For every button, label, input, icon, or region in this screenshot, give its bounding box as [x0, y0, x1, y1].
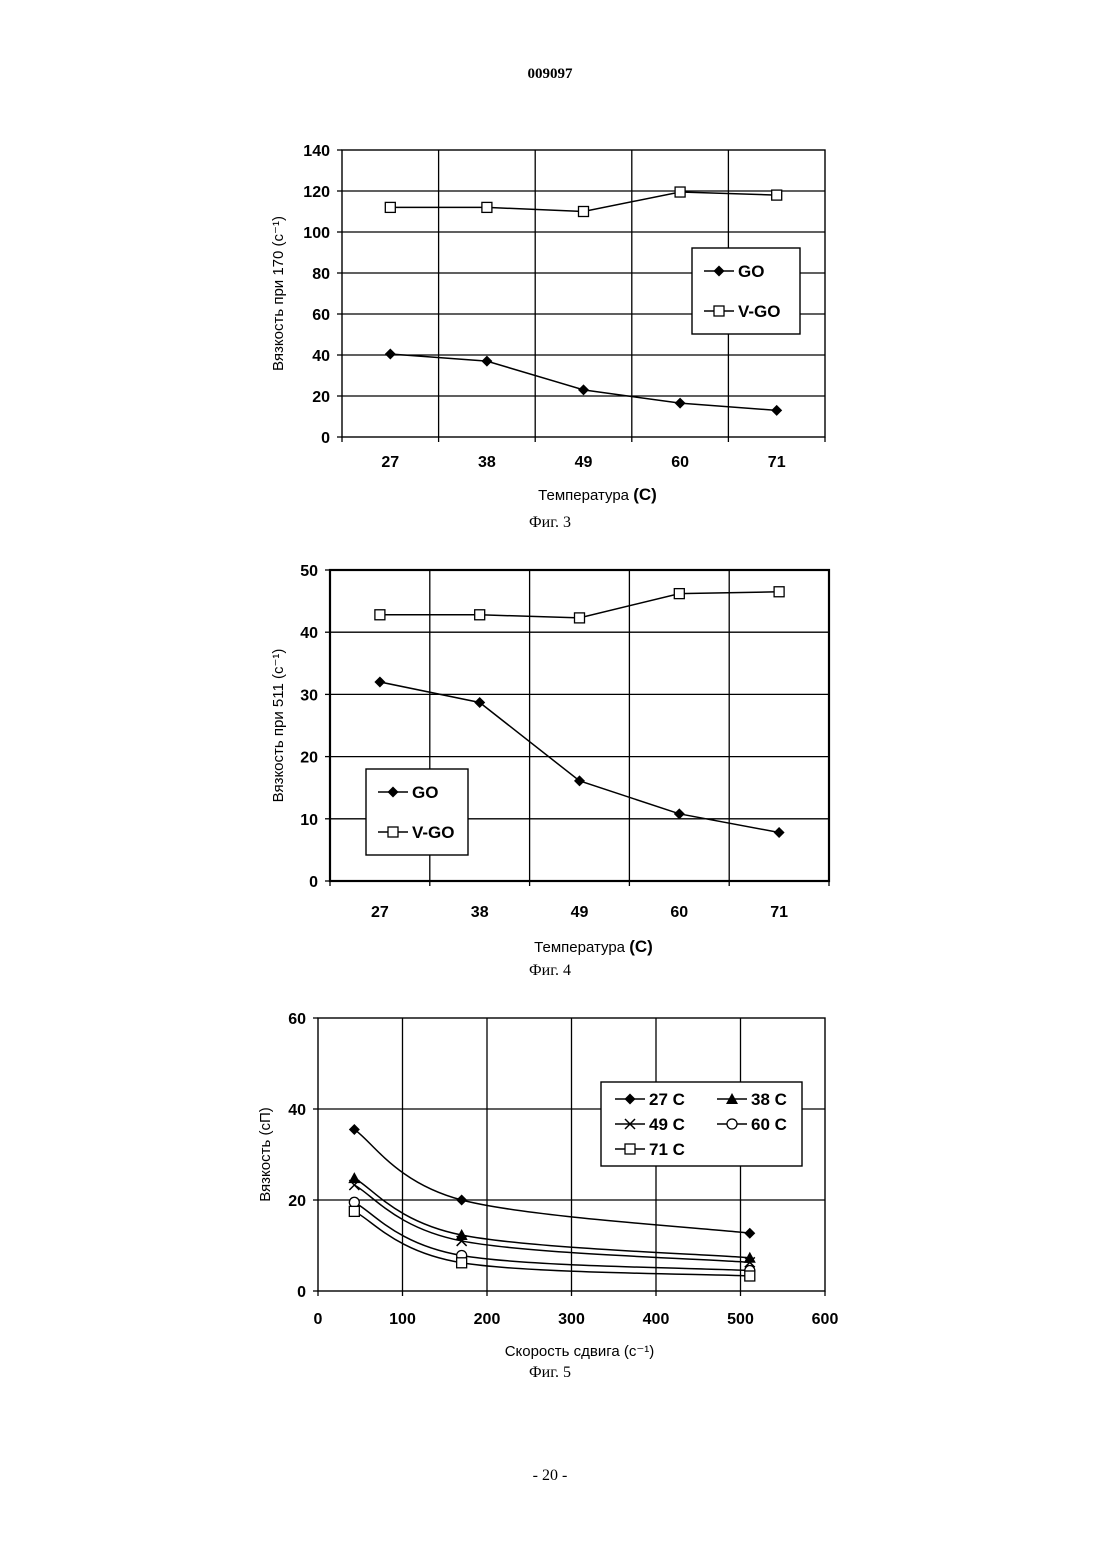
y-axis-label: Вязкость (сП) [257, 1107, 274, 1202]
y-axis-label: Вязкость при 511 (с⁻¹) [270, 649, 287, 803]
legend-label: 38 C [751, 1090, 787, 1109]
y-tick-label: 120 [303, 184, 330, 201]
data-point-71-c [457, 1258, 467, 1268]
viscosity-511-chart: 0 10 20 30 40 50 27 38 49 60 71 GO V-GO Вязкость при … [0, 560, 1100, 964]
data-point-go [675, 398, 686, 409]
data-point-v-go [375, 610, 385, 620]
page-number: - 20 - [0, 1467, 1100, 1485]
x-tick-label: 600 [812, 1311, 839, 1328]
x-tick-label: 60 [670, 904, 688, 921]
legend-label: 60 C [751, 1115, 787, 1134]
x-tick-label: 0 [314, 1311, 323, 1328]
y-tick-label: 20 [300, 750, 318, 767]
data-point-v-go [772, 190, 782, 200]
data-point-27-c [744, 1228, 755, 1239]
y-tick-label: 40 [312, 348, 330, 365]
data-point-v-go [774, 587, 784, 597]
series-line-go [390, 354, 776, 410]
y-tick-label: 10 [300, 812, 318, 829]
data-point-go [385, 348, 396, 359]
data-point-go [578, 384, 589, 395]
viscosity-170-chart: 0 20 40 60 80 100 120 140 27 38 49 60 71 GO V-GO Вязкос… [0, 140, 1100, 510]
series-line-38-c [354, 1178, 749, 1258]
x-tick-label: 71 [770, 904, 788, 921]
figure-caption: Фиг. 4 [0, 962, 1100, 980]
legend-label: GO [738, 262, 764, 281]
data-point-71-c [349, 1206, 359, 1216]
figure-caption: Фиг. 3 [0, 514, 1100, 532]
x-axis-label: Скорость сдвига (с⁻¹) [505, 1343, 655, 1360]
x-tick-label: 27 [381, 454, 399, 471]
x-tick-label: 71 [768, 454, 786, 471]
y-tick-label: 40 [300, 625, 318, 642]
x-tick-label: 38 [478, 454, 496, 471]
data-point-go [374, 676, 385, 687]
legend-marker [727, 1119, 737, 1129]
data-point-v-go [575, 613, 585, 623]
data-point-go [674, 808, 685, 819]
y-tick-label: 20 [288, 1193, 306, 1210]
data-point-v-go [674, 589, 684, 599]
x-tick-label: 38 [471, 904, 489, 921]
y-tick-label: 50 [300, 563, 318, 580]
legend-label: 27 C [649, 1090, 685, 1109]
series-line-60-c [354, 1202, 749, 1270]
x-axis-label: Температура (C) [534, 937, 653, 956]
legend-label: 71 C [649, 1140, 685, 1159]
y-axis-label: Вязкость при 170 (с⁻¹) [270, 216, 287, 371]
data-point-v-go [482, 202, 492, 212]
y-tick-label: 0 [321, 430, 330, 447]
data-point-go [481, 356, 492, 367]
x-tick-label: 27 [371, 904, 389, 921]
legend-label: GO [412, 783, 438, 802]
x-tick-label: 500 [727, 1311, 754, 1328]
figure-caption: Фиг. 5 [0, 1364, 1100, 1382]
data-point-v-go [579, 207, 589, 217]
legend-box [366, 769, 468, 855]
x-tick-label: 60 [671, 454, 689, 471]
data-point-go [774, 827, 785, 838]
y-tick-label: 100 [303, 225, 330, 242]
legend-marker [625, 1144, 635, 1154]
data-point-v-go [475, 610, 485, 620]
y-tick-label: 60 [288, 1011, 306, 1028]
y-tick-label: 60 [312, 307, 330, 324]
y-tick-label: 20 [312, 389, 330, 406]
data-point-v-go [675, 187, 685, 197]
data-point-go [771, 405, 782, 416]
y-tick-label: 30 [300, 687, 318, 704]
data-point-v-go [385, 202, 395, 212]
x-tick-label: 49 [571, 904, 589, 921]
legend-marker [714, 306, 724, 316]
legend-marker [388, 827, 398, 837]
x-tick-label: 100 [389, 1311, 416, 1328]
x-tick-label: 200 [474, 1311, 501, 1328]
y-tick-label: 80 [312, 266, 330, 283]
x-axis-label: Температура (C) [538, 485, 657, 504]
legend-label: V-GO [738, 302, 781, 321]
data-point-71-c [745, 1271, 755, 1281]
document-number: 009097 [0, 66, 1100, 83]
series-line-71-c [354, 1211, 749, 1276]
series-line-49-c [354, 1185, 749, 1262]
legend-label: 49 C [649, 1115, 685, 1134]
x-tick-label: 300 [558, 1311, 585, 1328]
y-tick-label: 40 [288, 1102, 306, 1119]
shear-rate-viscosity-chart: 0204060010020030040050060027 C38 C49 C60… [0, 1008, 1100, 1378]
x-tick-label: 49 [575, 454, 593, 471]
y-tick-label: 0 [309, 874, 318, 891]
data-point-27-c [456, 1195, 467, 1206]
x-tick-label: 400 [643, 1311, 670, 1328]
y-tick-label: 0 [297, 1284, 306, 1301]
legend-box [692, 248, 800, 334]
legend-label: V-GO [412, 823, 455, 842]
y-tick-label: 140 [303, 143, 330, 160]
